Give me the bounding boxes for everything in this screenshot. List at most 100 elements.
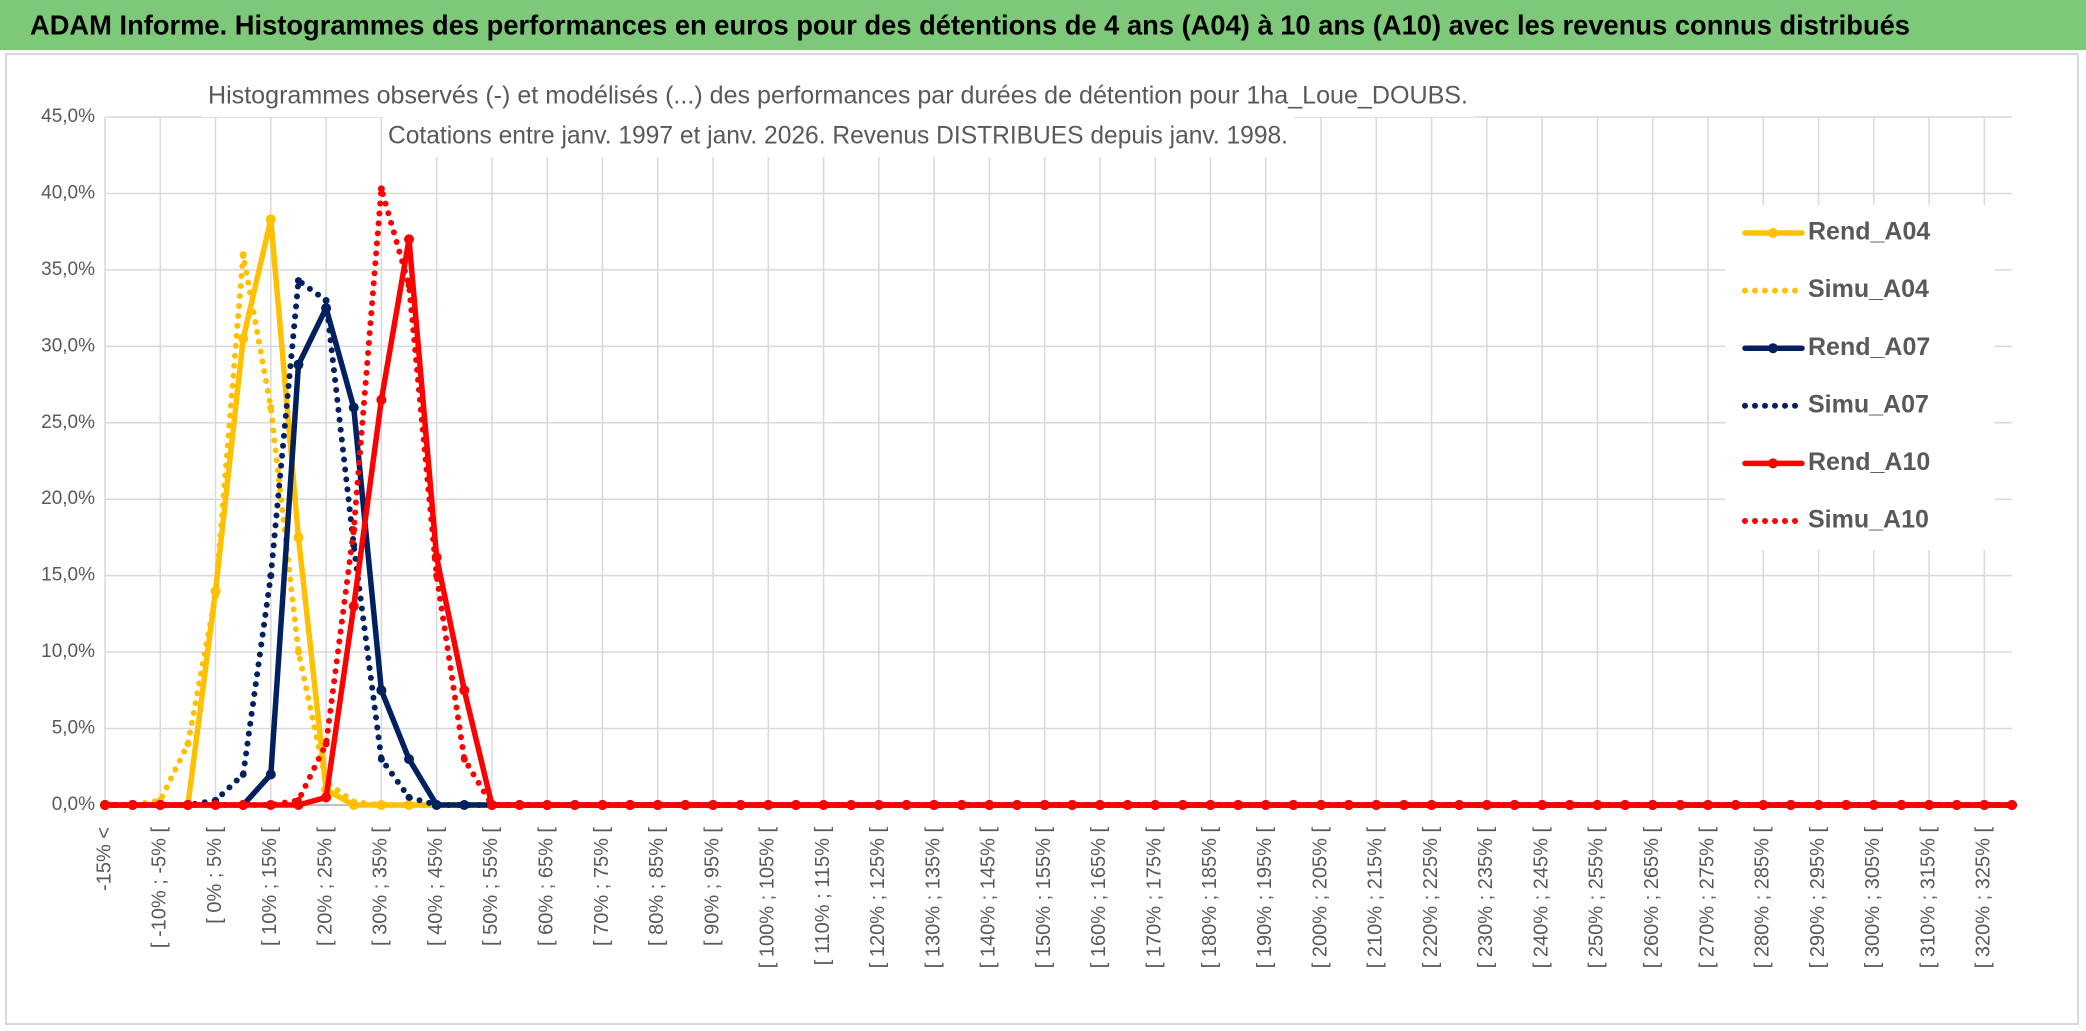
data-point [348, 402, 359, 413]
data-point [293, 359, 304, 370]
data-point [1372, 801, 1380, 809]
x-tick-label: [ 230% ; 235% [ [1475, 827, 1497, 969]
data-point [1317, 801, 1325, 809]
data-point [239, 251, 247, 259]
y-tick-label: 45,0% [41, 106, 95, 127]
y-tick-label: 40,0% [41, 182, 95, 203]
chart-title: ADAM Informe. Histogrammes des performan… [30, 9, 1910, 40]
data-point [1511, 801, 1519, 809]
data-point [1980, 801, 1988, 809]
y-tick-label: 5,0% [52, 718, 95, 739]
data-point [1289, 801, 1297, 809]
data-point [1649, 801, 1657, 809]
data-point [460, 801, 468, 809]
data-point [433, 801, 441, 809]
data-point [322, 740, 330, 748]
series-line [102, 185, 2015, 808]
data-point [350, 798, 358, 806]
x-tick-label: [ 10% ; 15% [ [259, 827, 281, 946]
data-point [267, 572, 275, 580]
data-point [2008, 801, 2016, 809]
data-point [1400, 801, 1408, 809]
x-tick-label: [ 200% ; 205% [ [1309, 827, 1331, 969]
legend-label: Simu_A10 [1808, 506, 1929, 534]
data-point [764, 801, 772, 809]
data-point [433, 572, 441, 580]
y-tick-label: 20,0% [41, 488, 95, 509]
y-tick-label: 30,0% [41, 335, 95, 356]
x-tick-label: [ 90% ; 95% [ [701, 827, 723, 946]
data-point [376, 685, 387, 696]
data-point [1124, 801, 1132, 809]
x-tick-label: [ 320% ; 325% [ [1973, 827, 1995, 969]
data-point [294, 277, 302, 285]
data-point [265, 214, 276, 225]
legend-label: Simu_A07 [1808, 390, 1929, 418]
data-point [348, 601, 359, 612]
data-point [212, 801, 220, 809]
x-tick-label: [ 250% ; 255% [ [1586, 827, 1608, 969]
data-point [875, 801, 883, 809]
data-point [1483, 801, 1491, 809]
x-tick-label: [ 210% ; 215% [ [1365, 827, 1387, 969]
x-tick-label: [ 280% ; 285% [ [1752, 827, 1774, 969]
data-point [101, 801, 109, 809]
data-point [405, 801, 413, 809]
title-bar [0, 0, 2086, 50]
data-point [737, 801, 745, 809]
x-tick-label: [ 160% ; 165% [ [1088, 827, 1110, 969]
data-point [958, 801, 966, 809]
x-tick-label: [ -10% ; -5% [ [149, 827, 171, 949]
data-point [265, 769, 276, 780]
data-point [460, 755, 468, 763]
x-tick-label: [ 60% ; 65% [ [535, 827, 557, 946]
data-point [377, 801, 385, 809]
data-point [184, 801, 192, 809]
x-tick-label: [ 120% ; 125% [ [867, 827, 889, 969]
data-point [1345, 801, 1353, 809]
y-tick-label: 10,0% [41, 641, 95, 662]
data-point [405, 281, 413, 289]
data-point [571, 801, 579, 809]
data-point [1151, 801, 1159, 809]
x-tick-label: [ 270% ; 275% [ [1696, 827, 1718, 969]
data-point [985, 801, 993, 809]
data-point [459, 685, 470, 696]
data-point [1593, 801, 1601, 809]
y-tick-label: 15,0% [41, 565, 95, 586]
legend-marker [1768, 343, 1778, 354]
data-point [404, 234, 415, 245]
data-point [294, 648, 302, 656]
legend-marker [1768, 458, 1778, 469]
data-point [709, 801, 717, 809]
data-point [1455, 801, 1463, 809]
data-point [1815, 801, 1823, 809]
x-tick-label: [ 80% ; 85% [ [646, 827, 668, 946]
x-tick-label: [ 220% ; 225% [ [1420, 827, 1442, 969]
data-point [377, 185, 385, 193]
x-tick-label: [ 100% ; 105% [ [757, 827, 779, 969]
data-point [1041, 801, 1049, 809]
x-tick-label: [ 40% ; 45% [ [425, 827, 447, 946]
x-tick-label: [ 110% ; 115% [ [812, 827, 834, 966]
data-point [1262, 801, 1270, 809]
data-point [405, 793, 413, 801]
data-point [930, 801, 938, 809]
data-point [377, 755, 385, 763]
data-point [267, 801, 275, 809]
x-tick-label: [ 150% ; 155% [ [1033, 827, 1055, 969]
data-point [1953, 801, 1961, 809]
data-point [1207, 801, 1215, 809]
data-point [322, 296, 330, 304]
data-point [1842, 801, 1850, 809]
data-point [626, 801, 634, 809]
data-point [239, 801, 247, 809]
data-point [1538, 801, 1546, 809]
chart-subtitle: Cotations entre janv. 1997 et janv. 2026… [388, 122, 1288, 150]
legend-label: Rend_A07 [1808, 333, 1930, 361]
data-point [350, 526, 358, 534]
data-point [847, 801, 855, 809]
x-tick-label: [ 20% ; 25% [ [314, 827, 336, 946]
data-point [681, 801, 689, 809]
data-point [902, 801, 910, 809]
